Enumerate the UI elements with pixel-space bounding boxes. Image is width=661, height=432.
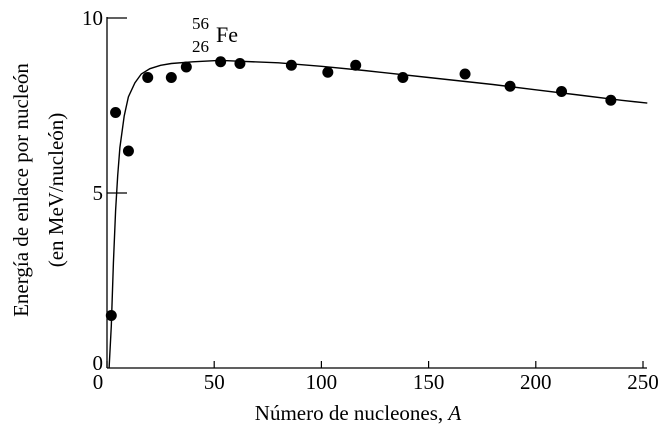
data-point — [234, 58, 246, 69]
x-tick-label: 200 — [520, 370, 552, 394]
fe-annotation: 56 26 Fe — [192, 14, 238, 56]
x-tick-label: 100 — [306, 370, 338, 394]
data-point — [459, 68, 471, 80]
data-point — [322, 66, 334, 78]
x-tick-label: 150 — [413, 370, 445, 394]
x-axis-title: Número de nucleones, A — [255, 401, 462, 425]
data-point — [122, 145, 134, 157]
data-point — [285, 59, 297, 71]
data-point — [165, 72, 177, 83]
tick-labels: 0 50 100 150 200 250 0 5 10 — [82, 6, 659, 394]
data-point — [142, 72, 154, 83]
x-tick-label: 250 — [627, 370, 659, 394]
data-points — [105, 56, 617, 321]
data-point — [215, 56, 227, 68]
data-point — [556, 86, 568, 97]
data-point — [605, 94, 617, 106]
x-tick-label: 50 — [204, 370, 225, 394]
fit-curve — [108, 60, 648, 369]
x-axis-title-text: Número de nucleones, — [255, 401, 443, 425]
y-tick-label: 5 — [93, 181, 104, 205]
data-point — [105, 310, 117, 321]
x-axis-title-var: A — [446, 401, 461, 425]
fe-mass-number: 56 — [192, 14, 209, 33]
y-tick-label: 0 — [93, 351, 104, 375]
data-point — [397, 72, 409, 83]
y-axis-title-line2: (en MeV/nucleón) — [44, 113, 68, 268]
y-tick-label: 10 — [82, 6, 103, 30]
y-axis-title-line1: Energía de enlace por nucleón — [9, 63, 33, 317]
fe-atomic-number: 26 — [192, 37, 209, 56]
data-point — [110, 107, 122, 118]
fe-symbol: Fe — [216, 22, 238, 47]
data-point — [180, 61, 192, 73]
y-axis-title: Energía de enlace por nucleón (en MeV/nu… — [9, 63, 68, 317]
data-point — [504, 80, 516, 92]
data-point — [350, 59, 362, 71]
x-tick-label: 0 — [93, 370, 104, 394]
